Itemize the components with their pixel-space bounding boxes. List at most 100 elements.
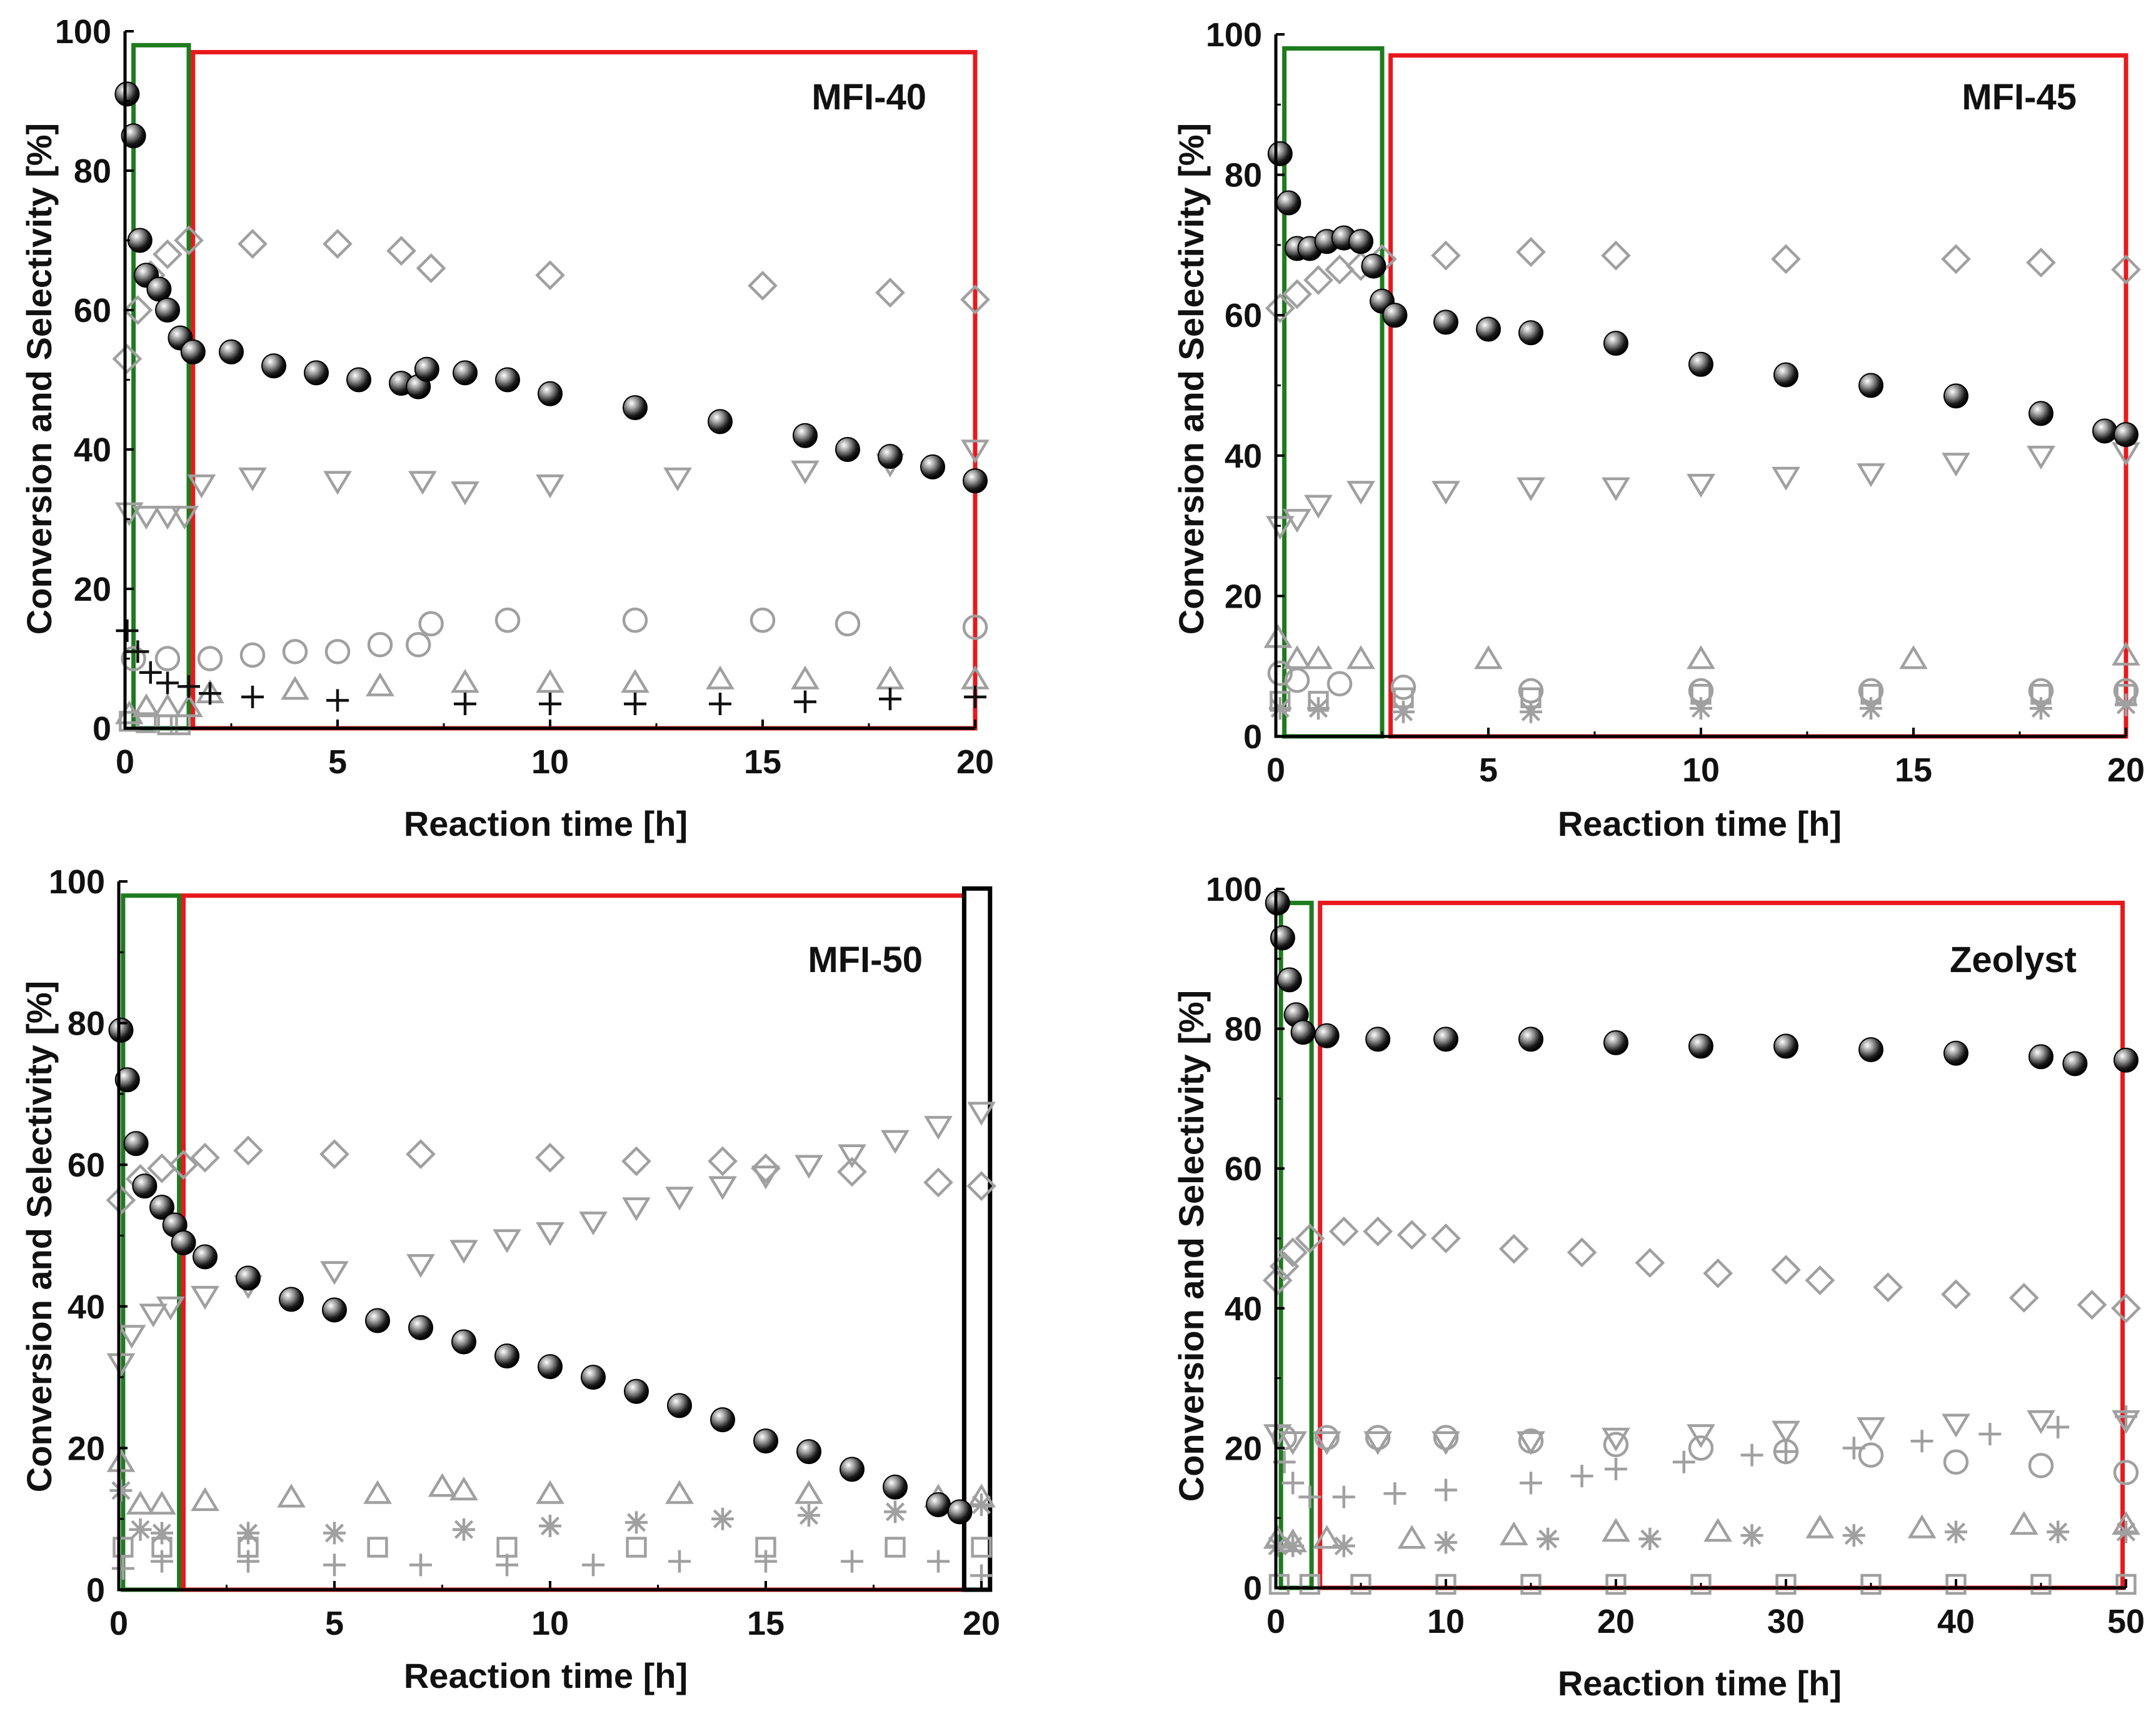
y-tick-label: 40 [68, 1288, 105, 1326]
data-point-diamond [1328, 1216, 1359, 1247]
series-asterisk [1268, 693, 2137, 723]
data-point-diamond [112, 344, 143, 374]
data-point-diamond [1703, 1258, 1733, 1288]
data-point-diamond [1295, 1223, 1325, 1253]
data-point-plus [709, 692, 731, 715]
data-point-square [169, 714, 191, 736]
data-point-circle [494, 607, 521, 633]
data-point-plus [1570, 1465, 1593, 1488]
y-axis-title: Conversion and Selectivity [%] [19, 123, 59, 635]
data-point-sphere [114, 1067, 140, 1093]
data-point-circle [418, 611, 444, 636]
data-point-triangle-up [876, 665, 905, 690]
data-point-diamond [1396, 1220, 1427, 1250]
data-point-triangle-up [795, 1480, 823, 1504]
data-point-sphere [1773, 362, 1798, 388]
data-point-sphere [414, 356, 439, 382]
data-point-triangle-down [114, 502, 144, 526]
data-point-triangle-down [708, 1176, 737, 1200]
data-point-diamond [1282, 279, 1312, 309]
panel-title: MFI-45 [1962, 77, 2077, 118]
series-sphere [1267, 141, 2138, 448]
data-point-diamond [1303, 265, 1333, 295]
data-point-sphere [1314, 1023, 1340, 1048]
data-point-triangle-up [148, 1490, 176, 1515]
y-tick-label: 100 [55, 13, 111, 51]
data-point-asterisk [1392, 700, 1415, 723]
panel-title: MFI-40 [811, 77, 926, 118]
data-point-diamond [1771, 244, 1801, 274]
data-point-diamond [2026, 248, 2056, 278]
data-point-circle [2113, 1460, 2139, 1485]
data-point-triangle-down [924, 1116, 953, 1140]
data-point-square [1775, 1573, 1797, 1595]
data-point-circle [1518, 1428, 1544, 1454]
data-point-plus [1978, 1423, 2002, 1446]
data-point-sphere [1382, 303, 1408, 328]
data-point-triangle-up [428, 1473, 457, 1497]
data-point-triangle-down [1278, 1431, 1308, 1455]
data-point-triangle-down [1602, 477, 1630, 501]
data-point-triangle-up [706, 665, 735, 690]
data-point-asterisk [1740, 1524, 1763, 1547]
data-point-diamond [416, 253, 446, 283]
data-point-circle [154, 646, 181, 671]
data-point-square [1520, 1573, 1542, 1595]
data-point-sphere [835, 437, 860, 462]
data-point-circle [1943, 1449, 1969, 1475]
data-point-asterisk [2115, 693, 2137, 716]
data-point-sphere [365, 1308, 390, 1333]
data-point-triangle-up [536, 669, 564, 693]
data-point-diamond [875, 278, 905, 308]
x-tick-label: 15 [1895, 751, 1932, 789]
data-point-plus [794, 690, 816, 713]
data-point-triangle-down [1687, 1424, 1715, 1448]
data-point-plus [323, 1553, 346, 1577]
x-tick-label: 10 [531, 743, 569, 781]
data-point-triangle-down [1942, 1413, 1970, 1438]
data-point-square [885, 1537, 906, 1558]
series-diamond [1262, 1216, 2141, 1323]
series-diamond [1265, 237, 2141, 323]
highlight-box-red [1388, 53, 2128, 739]
data-point-triangle-up [1805, 1514, 1835, 1538]
data-point-asterisk [711, 1507, 734, 1530]
data-point-diamond [123, 295, 153, 325]
data-point-plus [841, 1550, 863, 1573]
data-point-triangle-up [621, 669, 649, 693]
data-point-triangle-down [406, 1254, 435, 1278]
series-sphere [108, 1017, 973, 1525]
data-point-triangle-down [132, 506, 161, 530]
data-point-plus [1383, 1482, 1406, 1505]
data-point-plus [1605, 1457, 1627, 1480]
data-point-sphere [920, 454, 945, 479]
data-point-diamond [966, 1171, 996, 1202]
data-point-circle [239, 642, 266, 668]
data-point-triangle-up [366, 672, 394, 696]
data-point-sphere [1773, 1033, 1798, 1059]
data-point-diamond [238, 229, 268, 259]
data-point-asterisk [2047, 1520, 2070, 1543]
y-tick-label: 60 [1225, 1150, 1262, 1188]
data-point-circle [1603, 1432, 1629, 1458]
data-point-sphere [322, 1297, 347, 1323]
data-point-diamond [923, 1167, 953, 1198]
y-tick-label: 80 [1225, 157, 1262, 194]
data-point-asterisk [2115, 1520, 2137, 1543]
x-tick-label: 30 [1767, 1603, 1805, 1640]
data-point-triangle-up [451, 669, 479, 693]
data-point-triangle-up [132, 693, 161, 718]
data-point-triangle-down [1857, 463, 1885, 488]
x-axis-title: Reaction time [h] [1558, 1663, 1842, 1703]
y-tick-label: 80 [68, 1005, 105, 1043]
data-point-sphere [451, 1329, 476, 1355]
highlight-box-black [961, 886, 993, 1592]
x-tick-label: 5 [328, 743, 347, 781]
data-point-asterisk [1842, 1524, 1865, 1547]
data-point-sphere [408, 1315, 433, 1340]
data-point-square [113, 1537, 134, 1558]
data-point-triangle-down [791, 460, 820, 484]
data-point-diamond [406, 1139, 436, 1170]
data-point-asterisk [1435, 1531, 1457, 1554]
series-plus [111, 1550, 993, 1587]
